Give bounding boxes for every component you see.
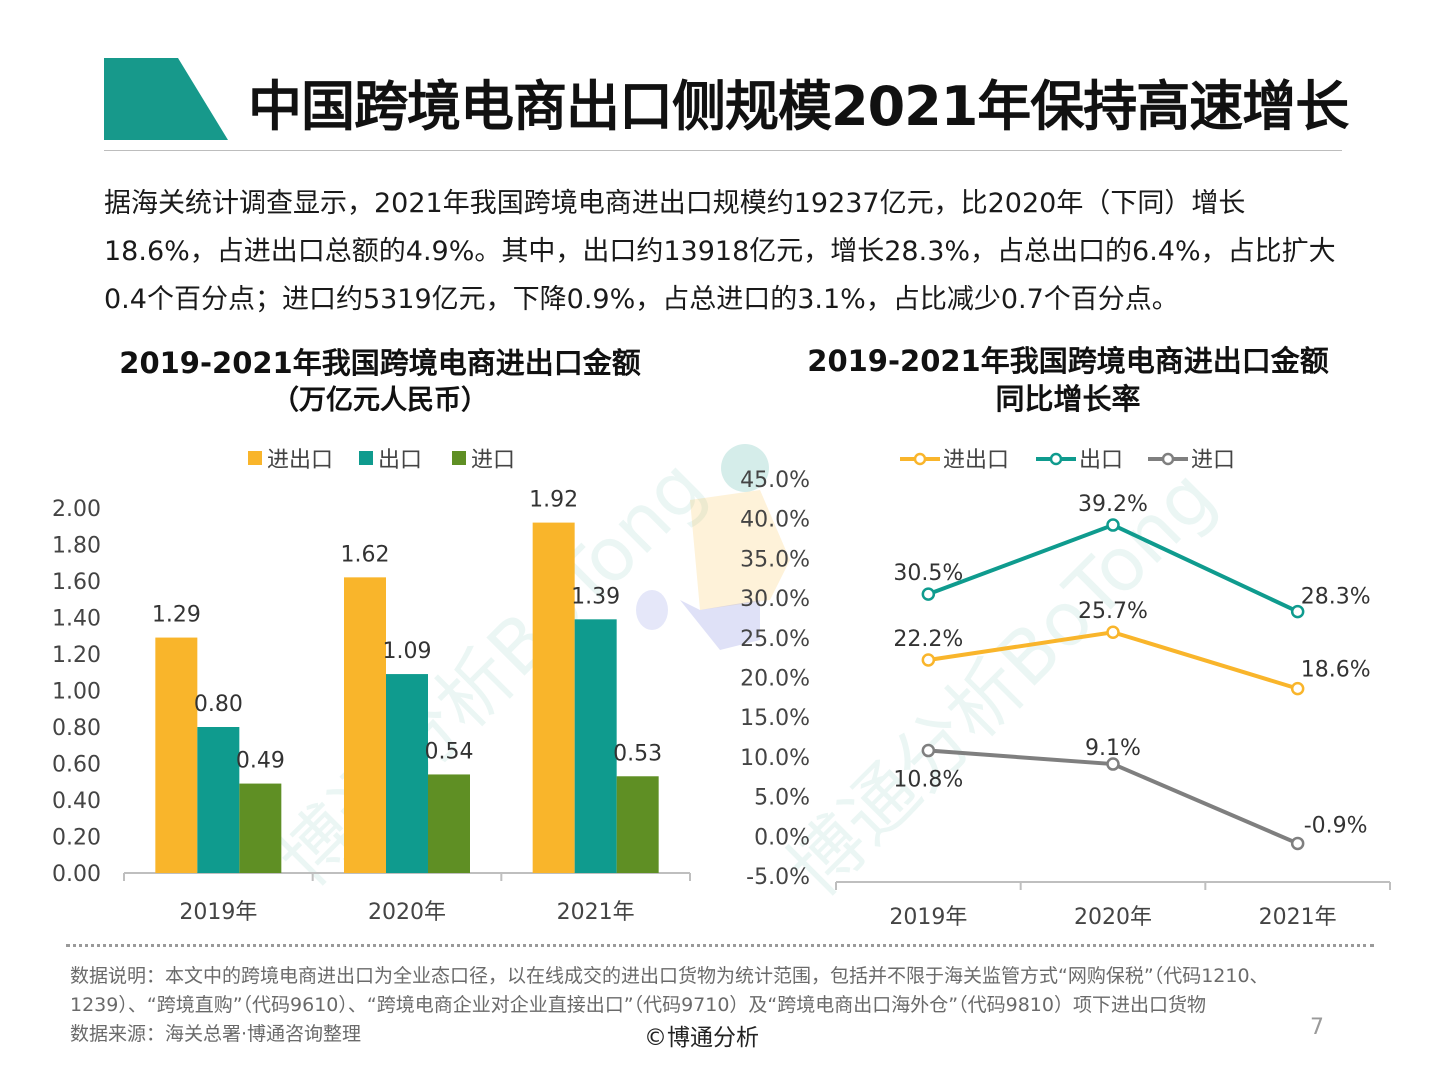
line-chart-title-main: 2019-2021年我国跨境电商进出口金额 xyxy=(807,344,1329,378)
line-y-tick-label: 10.0% xyxy=(740,746,810,771)
line-legend-label: 进口 xyxy=(1191,448,1235,473)
data-note-line-1: 数据说明：本文中的跨境电商进出口为全业态口径，以在线成交的进出口货物为统计范围，… xyxy=(70,965,1269,987)
watermark-figure-shoe xyxy=(636,590,668,630)
bar-data-label: 1.62 xyxy=(341,542,390,567)
bar-x-tick-label: 2020年 xyxy=(368,900,446,925)
bar-y-tick-label: 0.00 xyxy=(52,862,101,887)
line-legend-label: 进出口 xyxy=(943,448,1009,473)
bar-chart-title: 2019-2021年我国跨境电商进出口金额 （万亿元人民币） xyxy=(90,344,670,420)
bar-legend-swatch xyxy=(248,451,262,465)
line-point-进口 xyxy=(921,743,936,758)
line-chart-title-sub: 同比增长率 xyxy=(995,382,1141,416)
line-y-tick-label: 40.0% xyxy=(740,508,810,533)
line-data-label: 25.7% xyxy=(1078,599,1148,624)
bar-chart-title-sub: （万亿元人民币） xyxy=(272,385,488,416)
bar-y-tick-label: 0.60 xyxy=(52,753,101,778)
line-data-label: 10.8% xyxy=(893,768,963,793)
title-accent-shape xyxy=(104,58,228,140)
bar-x-tick-label: 2021年 xyxy=(557,900,635,925)
bar-出口 xyxy=(574,619,617,873)
bar-data-label: 1.92 xyxy=(529,488,578,513)
bar-进口 xyxy=(428,774,470,873)
line-y-tick-label: 5.0% xyxy=(754,786,810,811)
bar-data-label: 1.39 xyxy=(571,584,620,609)
line-legend-label: 出口 xyxy=(1079,448,1123,473)
watermark-figure-legs xyxy=(680,600,760,650)
bar-legend-swatch xyxy=(452,451,466,465)
line-point-进出口 xyxy=(1290,681,1305,696)
bar-y-tick-label: 1.60 xyxy=(52,570,101,595)
data-source: 数据来源：海关总署·博通咨询整理 xyxy=(70,1023,362,1045)
line-point-进出口 xyxy=(921,653,936,667)
line-series-进出口 xyxy=(928,630,1299,691)
title-divider xyxy=(104,150,1342,151)
line-point-进口 xyxy=(1106,757,1120,771)
data-note-line-2: 1239）、“跨境直购”（代码9610）、“跨境电商企业对企业直接出口”（代码9… xyxy=(70,994,1206,1016)
line-data-label: 22.2% xyxy=(893,627,963,652)
bar-y-tick-label: 1.20 xyxy=(52,643,101,668)
watermark-figure-head xyxy=(721,444,769,492)
bar-legend-label: 出口 xyxy=(378,448,422,473)
bar-y-tick-label: 2.00 xyxy=(52,497,101,522)
bar-data-label: 0.54 xyxy=(425,739,474,764)
line-data-label: 39.2% xyxy=(1078,492,1148,517)
bar-x-tick-label: 2019年 xyxy=(179,900,257,925)
copyright: ©博通分析 xyxy=(644,1025,759,1051)
line-y-tick-label: -5.0% xyxy=(746,865,810,890)
bar-legend-label: 进出口 xyxy=(267,448,333,473)
bar-进出口 xyxy=(155,637,198,873)
bar-chart-title-main: 2019-2021年我国跨境电商进出口金额 xyxy=(119,346,641,380)
watermark-figure-body xyxy=(690,490,790,610)
bar-y-tick-label: 0.80 xyxy=(52,716,101,741)
bar-y-tick-label: 1.40 xyxy=(52,607,101,632)
line-data-label: 9.1% xyxy=(1085,736,1141,761)
line-point-进出口 xyxy=(1106,625,1120,639)
bar-data-label: 0.49 xyxy=(236,749,285,774)
bar-出口 xyxy=(386,674,428,873)
bar-y-tick-label: 1.00 xyxy=(52,680,101,705)
line-y-tick-label: 0.0% xyxy=(754,825,810,850)
data-note: 数据说明：本文中的跨境电商进出口为全业态口径，以在线成交的进出口货物为统计范围，… xyxy=(70,962,1370,1049)
line-y-tick-label: 20.0% xyxy=(740,667,810,692)
line-data-label: 30.5% xyxy=(893,561,963,586)
bar-data-label: 0.53 xyxy=(613,741,662,766)
line-legend-marker xyxy=(1161,452,1175,466)
bar-y-tick-label: 1.80 xyxy=(52,534,101,559)
line-x-tick-label: 2020年 xyxy=(1074,905,1152,930)
intro-paragraph: 据海关统计调查显示，2021年我国跨境电商进出口规模约19237亿元，比2020… xyxy=(104,188,1336,315)
bar-进出口 xyxy=(532,522,575,873)
bar-legend-swatch xyxy=(359,451,373,465)
line-data-label: 18.6% xyxy=(1301,658,1371,683)
page-title: 中国跨境电商出口侧规模2021年保持高速增长 xyxy=(248,75,1349,138)
bar-进出口 xyxy=(344,577,386,873)
line-y-tick-label: 15.0% xyxy=(740,706,810,731)
line-y-tick-label: 25.0% xyxy=(740,627,810,652)
bar-data-label: 1.09 xyxy=(383,639,432,664)
bar-出口 xyxy=(197,727,240,873)
line-point-出口 xyxy=(921,587,936,601)
line-point-出口 xyxy=(1290,604,1305,619)
bar-data-label: 0.80 xyxy=(194,692,243,717)
line-data-label: 28.3% xyxy=(1301,585,1371,610)
line-point-出口 xyxy=(1106,518,1120,532)
line-x-tick-label: 2021年 xyxy=(1259,905,1337,930)
line-y-tick-label: 45.0% xyxy=(740,468,810,493)
line-data-label: -0.9% xyxy=(1304,813,1368,838)
line-legend-marker xyxy=(1049,452,1063,466)
line-point-进口 xyxy=(1290,836,1305,851)
bar-legend-label: 进口 xyxy=(471,448,515,473)
page-number: 7 xyxy=(1310,1015,1324,1040)
bar-y-tick-label: 0.20 xyxy=(52,826,101,851)
line-chart-title: 2019-2021年我国跨境电商进出口金额 同比增长率 xyxy=(778,342,1358,418)
line-y-tick-label: 35.0% xyxy=(740,547,810,572)
bar-进口 xyxy=(616,776,659,873)
line-legend-marker xyxy=(913,452,927,466)
footer-divider xyxy=(66,944,1374,947)
bar-进口 xyxy=(239,783,282,873)
bar-y-tick-label: 0.40 xyxy=(52,789,101,814)
bar-data-label: 1.29 xyxy=(152,603,201,628)
line-y-tick-label: 30.0% xyxy=(740,587,810,612)
line-x-tick-label: 2019年 xyxy=(889,905,967,930)
